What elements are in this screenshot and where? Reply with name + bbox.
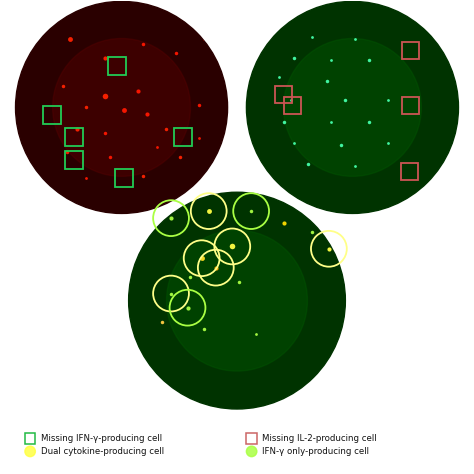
Text: Missing IFN-γ-producing cell: Missing IFN-γ-producing cell [41, 434, 162, 443]
Bar [283, 97, 301, 114]
Bar [65, 128, 83, 146]
Bar [25, 434, 36, 444]
Bar [174, 128, 192, 146]
Circle shape [53, 38, 191, 176]
Circle shape [128, 192, 346, 409]
Circle shape [16, 1, 228, 213]
Bar [246, 434, 257, 444]
Bar [108, 57, 126, 75]
Circle shape [166, 230, 308, 371]
Bar [402, 42, 419, 59]
Bar [402, 97, 419, 114]
Bar [401, 164, 418, 181]
Circle shape [246, 446, 257, 456]
Text: Dual cytokine-producing cell: Dual cytokine-producing cell [41, 447, 164, 456]
Bar [65, 151, 83, 169]
Bar [275, 86, 292, 103]
Circle shape [283, 38, 421, 176]
Text: IFN-γ only-producing cell: IFN-γ only-producing cell [263, 447, 369, 456]
Text: Missing IL-2-producing cell: Missing IL-2-producing cell [263, 434, 377, 443]
Bar [43, 107, 61, 124]
Circle shape [25, 446, 36, 456]
Bar [115, 169, 133, 187]
Circle shape [246, 1, 458, 213]
